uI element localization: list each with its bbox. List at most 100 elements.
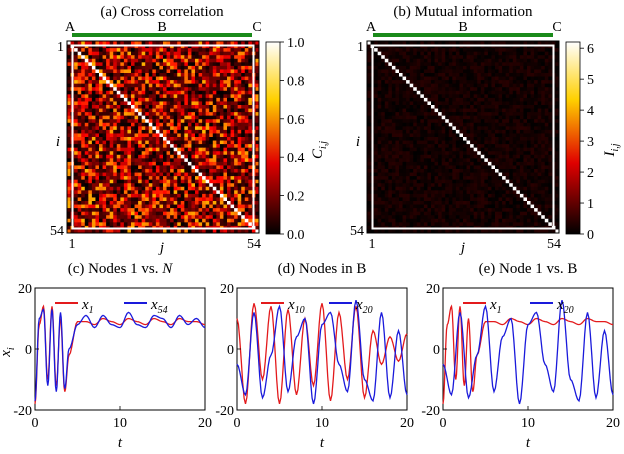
heatmap-cell [248,193,253,198]
heatmap-cell [191,97,196,102]
heatmap-cell [95,158,100,163]
heatmap-cell [84,201,89,205]
heatmap-cell [530,65,535,70]
colorbar-label: Ci,j [310,141,329,159]
heatmap-cell [445,51,450,56]
heatmap-cell [498,140,503,145]
heatmap-cell [523,97,528,102]
heatmap-cell [99,126,103,131]
heatmap-cell [99,119,103,124]
heatmap-cell [534,133,538,138]
heatmap-cell [534,80,538,84]
heatmap-cell [67,137,71,141]
heatmap-cell [216,215,221,220]
heatmap-cell [519,169,524,173]
heatmap-cell [198,215,203,220]
tick-bottom: 54 [50,224,64,239]
heatmap-cell [152,133,157,138]
heatmap-cell [484,154,489,159]
heatmap-cell [84,101,89,106]
heatmap-cell [537,41,542,45]
heatmap-cell [223,172,228,177]
heatmap-cell [134,83,139,88]
heatmap-cell [438,169,442,173]
heatmap-cell [159,161,164,166]
heatmap-cell [219,176,224,180]
heatmap-cell [88,48,93,52]
heatmap-cell [99,137,103,141]
heatmap-cell [113,73,118,77]
heatmap-cell [466,119,471,124]
heatmap-cell [177,183,182,188]
heatmap-cell [198,58,203,63]
heatmap-cell [138,218,142,223]
heatmap-cell [88,87,93,92]
heatmap-cell [413,115,418,120]
heatmap-cell [77,48,82,52]
heatmap-cell [216,165,221,170]
heatmap-cell [212,169,217,173]
heatmap-cell [255,105,260,109]
heatmap-cell [177,169,182,173]
heatmap-cell [202,151,206,156]
heatmap-cell [74,172,78,177]
heatmap-cell [173,73,178,77]
heatmap-cell [367,122,371,127]
heatmap-cell [484,80,489,84]
heatmap-cell [448,97,453,102]
heatmap-cell [134,94,139,99]
heatmap-cell [67,90,71,95]
heatmap-cell [395,65,400,70]
heatmap-cell [487,115,492,120]
heatmap-cell [230,58,235,63]
heatmap-cell [555,154,560,159]
heatmap-cell [470,137,474,141]
heatmap-cell [166,158,171,163]
heatmap-cell [495,140,499,145]
heatmap-cell [159,105,164,109]
heatmap-cell [127,186,132,191]
heatmap-cell [463,51,467,56]
heatmap-cell [227,97,231,102]
heatmap-cell [523,165,528,170]
heatmap-cell [74,105,78,109]
heatmap-cell [163,126,167,131]
heatmap-cell [473,144,478,148]
heatmap-frame [66,40,260,234]
heatmap-cell [234,76,238,81]
heatmap-cell [402,137,407,141]
heatmap-cell [423,172,428,177]
heatmap-cell [402,151,407,156]
heatmap-cell [166,133,171,138]
heatmap-cell [523,151,528,156]
heatmap-cell [477,112,482,116]
heatmap-cell [395,90,400,95]
heatmap-cell [527,58,531,63]
heatmap-cell [67,208,71,212]
heatmap-cell [184,147,189,152]
heatmap-cell [523,55,528,60]
heatmap-cell [95,140,100,145]
heatmap-cell [106,87,110,92]
heatmap-cell [177,58,182,63]
heatmap-cell [459,129,464,134]
heatmap-cell [180,133,185,138]
heatmap-cell [555,165,560,170]
heatmap-cell [402,140,407,145]
heatmap-cell [255,122,260,127]
heatmap-cell [480,51,485,56]
heatmap-cell [187,215,192,220]
heatmap-cell [109,48,114,52]
heatmap-cell [402,80,407,84]
heatmap-cell [431,90,435,95]
heatmap-cell [195,87,199,92]
heatmap-cell [255,108,260,113]
heatmap-cell [399,55,403,60]
heatmap-cell [187,105,192,109]
heatmap-diagonal-cell [145,119,150,124]
heatmap-cell [438,140,442,145]
heatmap-cell [413,97,418,102]
heatmap-cell [177,55,182,60]
heatmap-cell [116,65,121,70]
heatmap-cell [431,137,435,141]
